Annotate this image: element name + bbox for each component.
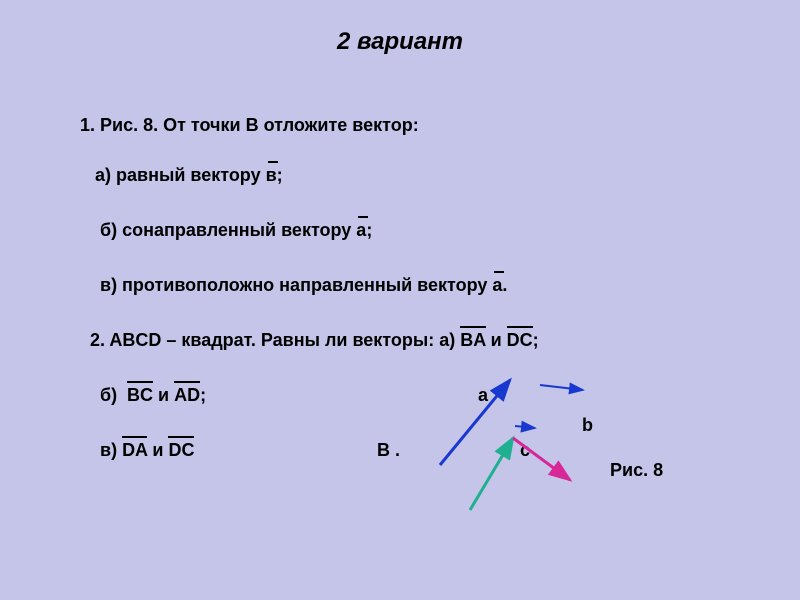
text: б) сонаправленный вектору xyxy=(100,220,356,240)
text: ; xyxy=(277,165,283,185)
vector-v: в xyxy=(266,165,277,185)
problem2-item-v: в) DA и DC xyxy=(100,440,194,461)
vector-a-arrow xyxy=(440,380,510,465)
text: ; xyxy=(533,330,539,350)
problem2-b-prefix: б) xyxy=(100,385,117,406)
prefix: в) xyxy=(100,440,122,460)
problem2-b-content: BC и AD; xyxy=(127,385,206,406)
page-title: 2 вариант xyxy=(0,0,800,56)
vector-short-arrow xyxy=(515,426,535,428)
text: и xyxy=(153,385,174,405)
text: ; xyxy=(366,220,372,240)
vector-DC: DC xyxy=(168,440,194,460)
vector-BA: BA xyxy=(460,330,485,350)
problem1-item-a: а) равный вектору в; xyxy=(95,165,283,186)
vector-a: а xyxy=(356,220,366,240)
problem1-intro: 1. Рис. 8. От точки В отложите вектор: xyxy=(80,115,419,136)
text: а) равный вектору xyxy=(95,165,266,185)
vector-BC: BC xyxy=(127,385,153,405)
vector-AD: AD xyxy=(174,385,200,405)
text: 2. ABCD – квадрат. Равны ли векторы: а) xyxy=(90,330,460,350)
vector-diagram xyxy=(390,370,610,530)
problem1-item-v: в) противоположно направленный вектору а… xyxy=(100,275,507,296)
vector-c-up xyxy=(470,438,513,510)
figure-label: Рис. 8 xyxy=(610,460,663,481)
text: . xyxy=(502,275,507,295)
vector-DC: DC xyxy=(507,330,533,350)
vector-c-down xyxy=(513,438,570,480)
text: и xyxy=(486,330,507,350)
problem2-intro: 2. ABCD – квадрат. Равны ли векторы: а) … xyxy=(90,330,539,351)
vector-DA: DA xyxy=(122,440,147,460)
vector-b-arrow xyxy=(540,385,583,390)
problem1-item-b: б) сонаправленный вектору а; xyxy=(100,220,372,241)
text: и xyxy=(147,440,168,460)
vector-a: а xyxy=(492,275,502,295)
text: в) противоположно направленный вектору xyxy=(100,275,492,295)
text: ; xyxy=(200,385,206,405)
